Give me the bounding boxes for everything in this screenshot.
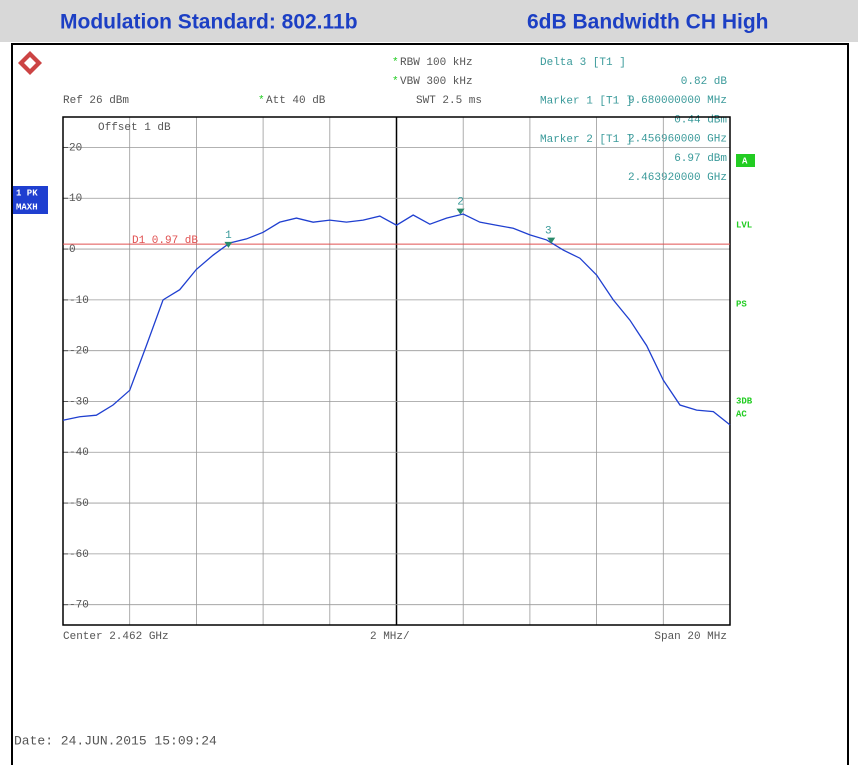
side-ps: PS	[736, 299, 747, 309]
y-tick-label: -10	[69, 295, 89, 307]
trace-mode: MAXH	[16, 202, 38, 212]
marker-freq: 9.680000000 MHz	[628, 95, 727, 107]
rbw: RBW 100 kHz	[400, 57, 473, 69]
side-lvl: LVL	[736, 220, 752, 230]
marker-level: 6.97 dBm	[674, 153, 727, 165]
marker	[224, 241, 233, 248]
marker-number: 3	[545, 226, 552, 238]
logo	[18, 51, 42, 75]
marker-freq: 2.463920000 GHz	[628, 172, 727, 184]
marker-number: 1	[225, 230, 232, 242]
header-title: Modulation Standard: 802.11b	[60, 11, 358, 34]
marker-title: Marker 1 [T1 ]	[540, 95, 632, 107]
y-tick-label: 20	[69, 142, 82, 154]
marker-title: Marker 2 [T1 ]	[540, 134, 632, 146]
marker-level: 0.82 dB	[681, 76, 728, 88]
frame	[11, 43, 849, 765]
swt: SWT 2.5 ms	[416, 95, 482, 107]
star: *	[258, 95, 265, 107]
center-freq: Center 2.462 GHz	[63, 631, 169, 643]
trace-label: 1 PK	[16, 188, 38, 198]
header-bar	[0, 0, 858, 42]
marker-level: 0.44 dBm	[674, 114, 727, 126]
div-label: 2 MHz/	[370, 631, 410, 643]
y-tick-label: 10	[69, 193, 82, 205]
marker-title: Delta 3 [T1 ]	[540, 57, 626, 69]
ref-level: Ref 26 dBm	[63, 95, 129, 107]
y-tick-label: -30	[69, 396, 89, 408]
span-label: Span 20 MHz	[654, 631, 727, 643]
y-tick-label: -50	[69, 498, 89, 510]
y-tick-label: 0	[69, 244, 76, 256]
side-3db: 3DB	[736, 396, 753, 406]
header-subtitle: 6dB Bandwidth CH High	[527, 11, 768, 34]
a-box	[736, 154, 755, 167]
trace-box	[13, 186, 48, 214]
date: Date: 24.JUN.2015 15:09:24	[14, 733, 217, 748]
marker	[456, 208, 465, 215]
marker-freq: 2.456960000 GHz	[628, 133, 727, 145]
plot-border	[62, 116, 731, 626]
marker	[547, 237, 556, 244]
display-line-label: D1 0.97 dB	[132, 235, 198, 247]
marker-number: 2	[457, 197, 464, 209]
y-tick-label: -20	[69, 346, 89, 358]
vbw: VBW 300 kHz	[400, 76, 473, 88]
attenuation: Att 40 dB	[266, 95, 326, 107]
side-ac: AC	[736, 409, 747, 419]
y-tick-label: -70	[69, 600, 89, 612]
side-a: A	[742, 156, 748, 166]
offset-label: Offset 1 dB	[98, 122, 171, 134]
star: *	[392, 57, 399, 69]
trace	[62, 213, 731, 426]
y-tick-label: -60	[69, 549, 89, 561]
y-tick-label: -40	[69, 447, 89, 459]
star: *	[392, 76, 399, 88]
